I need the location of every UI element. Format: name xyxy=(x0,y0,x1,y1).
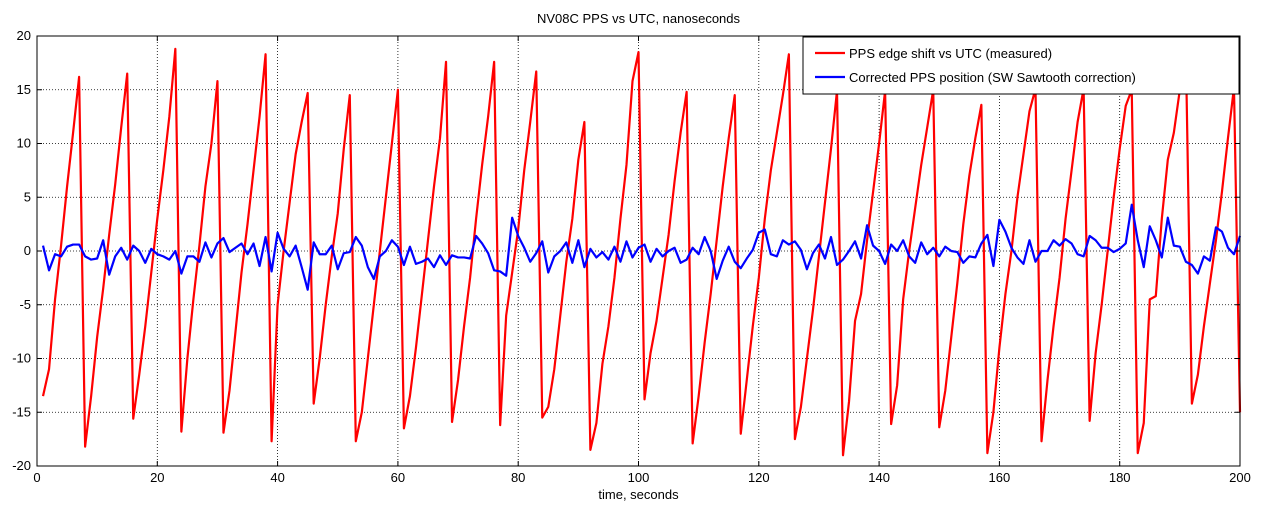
y-tick-label: -5 xyxy=(19,297,31,312)
x-tick-label: 20 xyxy=(150,470,164,485)
series-line-1 xyxy=(41,203,1242,291)
y-tick-label: 5 xyxy=(24,189,31,204)
y-tick-label: -10 xyxy=(12,351,31,366)
x-tick-label: 80 xyxy=(511,470,525,485)
x-tick-label: 100 xyxy=(628,470,650,485)
y-tick-label: 20 xyxy=(17,28,31,43)
x-tick-label: 0 xyxy=(33,470,40,485)
ticks: 0 20 40 60 80 100 120 140 160 180 200 -20 -15 -10 -5 0 5… xyxy=(12,28,1251,485)
legend: PPS edge shift vs UTC (measured) Correcte… xyxy=(802,36,1240,95)
x-axis-label: time, seconds xyxy=(598,487,679,502)
x-tick-label: 140 xyxy=(868,470,890,485)
x-tick-label: 120 xyxy=(748,470,770,485)
x-tick-label: 40 xyxy=(270,470,284,485)
y-tick-label: 0 xyxy=(24,243,31,258)
legend-entry-0: PPS edge shift vs UTC (measured) xyxy=(849,46,1052,61)
x-tick-label: 200 xyxy=(1229,470,1251,485)
series-line-0 xyxy=(41,47,1242,457)
x-tick-label: 60 xyxy=(391,470,405,485)
y-tick-label: -20 xyxy=(12,458,31,473)
x-tick-label: 160 xyxy=(989,470,1011,485)
y-tick-label: -15 xyxy=(12,404,31,419)
chart-title: NV08C PPS vs UTC, nanoseconds xyxy=(537,11,741,26)
legend-entry-1: Corrected PPS position (SW Sawtooth corr… xyxy=(849,70,1136,85)
y-tick-label: 10 xyxy=(17,136,31,151)
series-layer xyxy=(41,47,1242,457)
y-tick-label: 15 xyxy=(17,82,31,97)
x-tick-label: 180 xyxy=(1109,470,1131,485)
legend-box xyxy=(802,36,1240,95)
